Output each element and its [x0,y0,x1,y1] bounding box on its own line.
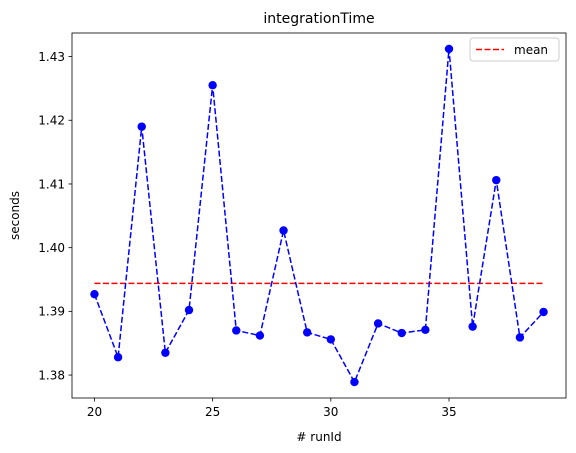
data-point [492,175,501,185]
y-axis-label: seconds [8,191,22,240]
y-tick-label: 1.41 [38,177,65,191]
x-tick-label: 35 [441,405,456,419]
x-tick-label: 20 [87,405,102,419]
chart-title: integrationTime [263,11,374,27]
data-point [539,307,548,317]
plot-series [90,44,548,387]
data-point [184,305,194,315]
series-line-integration-time [93,48,545,384]
data-point [444,44,454,54]
legend-box [469,37,560,62]
legend-label-mean: mean [514,43,548,57]
x-axis-label: # runId [296,430,341,444]
data-point [137,122,146,131]
data-point [279,226,288,235]
data-point [113,353,123,362]
x-ticks: 20 25 30 35 [87,398,457,419]
data-point [515,333,525,342]
plot-frame [71,32,567,399]
data-point [302,328,312,337]
y-tick-label: 1.38 [38,368,65,382]
y-tick-label: 1.39 [38,305,65,319]
data-point [397,328,406,338]
data-point [468,322,477,331]
data-point [350,377,359,387]
data-point [208,81,217,90]
y-gridless-ticks: 1.38 1.39 1.40 1.41 1.42 1.43 [38,50,72,382]
legend: mean [469,37,560,62]
data-point [255,331,265,340]
y-tick-label: 1.40 [38,241,65,255]
x-tick-label: 25 [205,405,220,419]
y-tick-label: 1.43 [38,50,65,64]
y-tick-label: 1.42 [38,114,65,128]
data-point [326,335,336,344]
data-point [161,348,170,357]
data-point [421,325,430,335]
x-tick-label: 30 [323,405,338,419]
data-point [90,289,99,299]
data-point [373,319,383,328]
data-point [232,326,241,335]
